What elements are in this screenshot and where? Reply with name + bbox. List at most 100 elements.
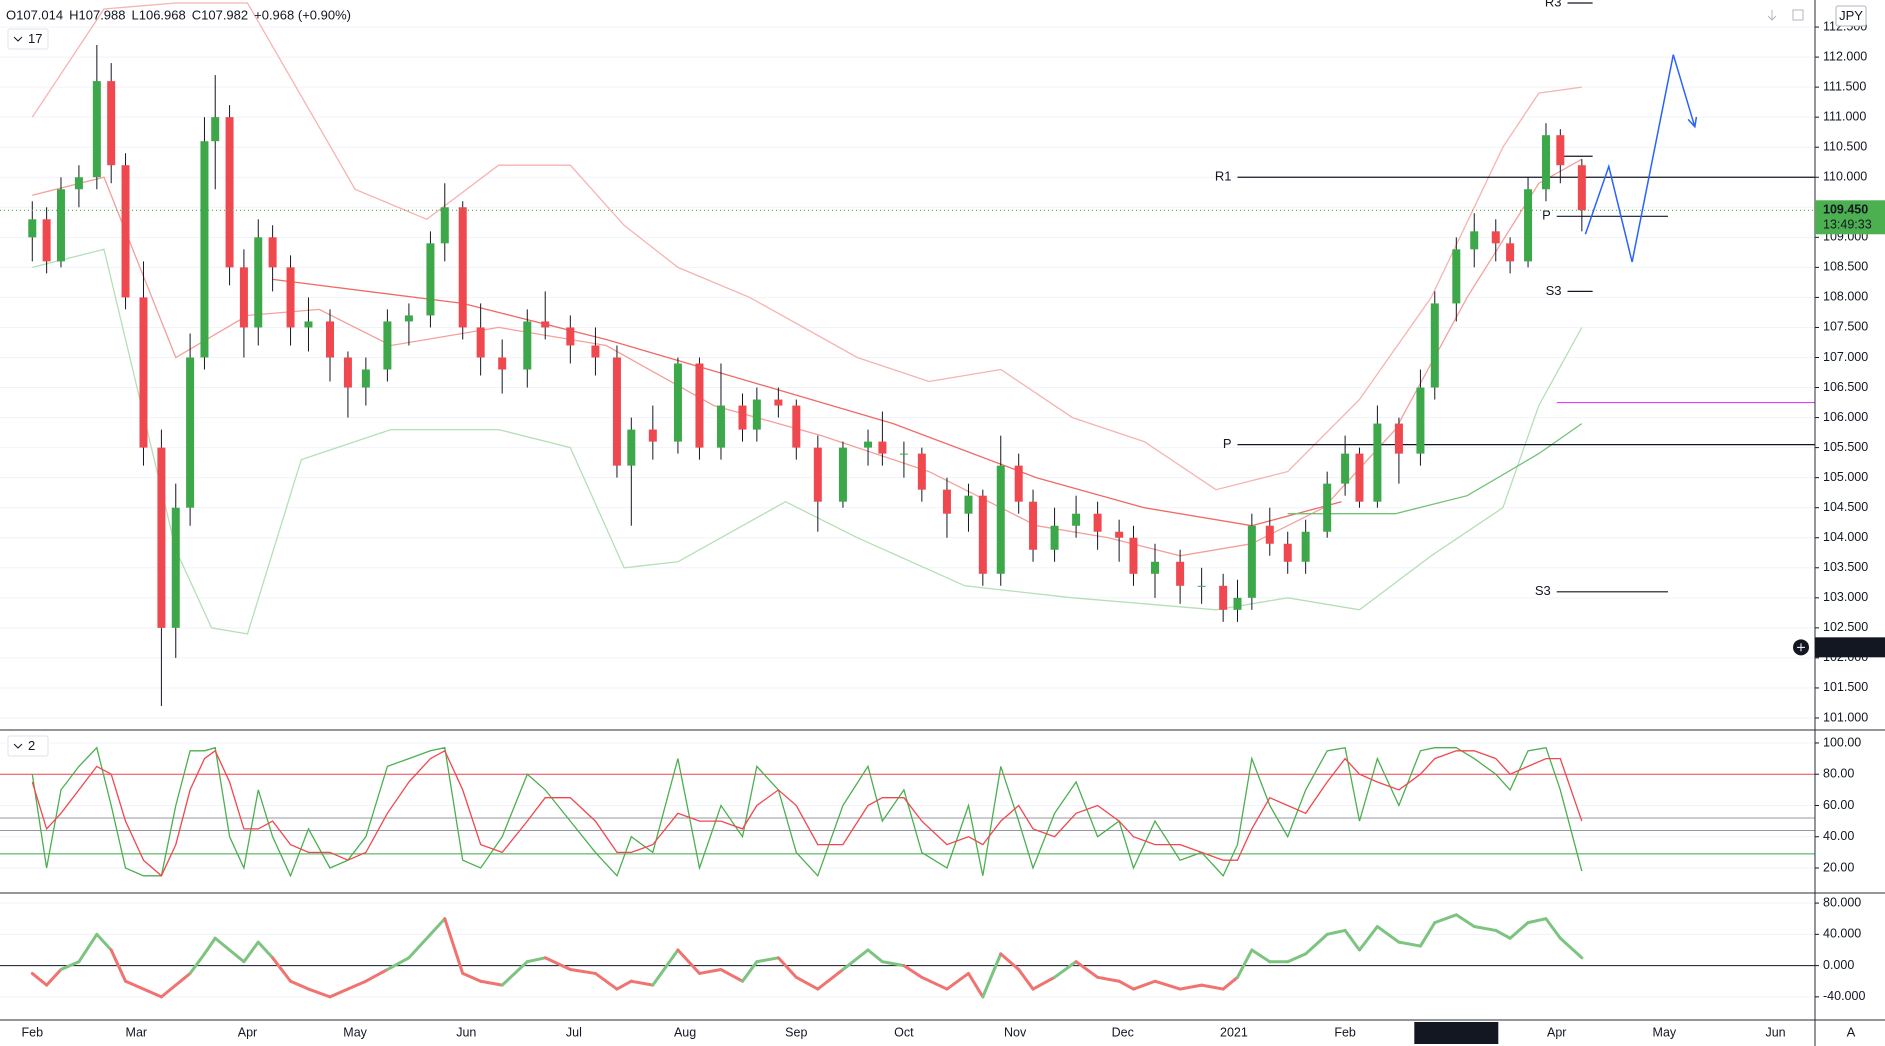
pivot-label: P [1223,436,1232,451]
momentum-segment [880,960,906,968]
x-tick-label: Apr [1547,1025,1566,1039]
candle-body [695,363,704,448]
currency-box[interactable] [1835,5,1867,27]
indicator-badge[interactable] [7,735,49,757]
candle-body [752,399,761,430]
candle-body [899,453,908,455]
momentum-segment [1131,979,1157,991]
momentum-segment [999,952,1021,972]
y-tick-label: 107.500 [1823,320,1868,334]
momentum-segment [1558,936,1584,960]
momentum-segment [242,940,260,964]
candle-body [200,141,209,358]
candle-body [42,219,51,262]
x-tick-label: Apr [238,1025,257,1039]
momentum-segment [271,956,293,983]
candle-body [121,165,130,298]
candle-body [404,315,413,322]
momentum-segment [1494,928,1512,940]
maximize-icon[interactable] [1792,9,1804,21]
indicator-badge[interactable] [7,28,49,50]
momentum-segment [124,979,145,991]
candle-body [1197,585,1206,587]
y-tick-label: 111.000 [1823,109,1866,123]
momentum-segment [188,952,206,975]
candle-body [1115,531,1124,538]
candle-body [28,219,37,238]
candle-body [1373,423,1382,502]
auto-scale-button[interactable]: A [1847,1024,1856,1039]
x-tick-label: Jun [1765,1025,1785,1039]
momentum-segment [407,932,432,960]
candle-body [56,189,65,262]
momentum-segment [346,979,368,991]
candle-body [1394,423,1403,454]
candle-body [426,243,435,316]
scroll-icon[interactable] [1767,10,1777,21]
pivot-label: S3 [1546,283,1562,298]
indicator-line [272,278,1342,527]
candle-body [498,357,507,370]
candle-body [917,453,926,490]
candle-body [225,117,234,268]
y-tick-label: 108.500 [1823,260,1868,274]
candle-body [878,441,887,454]
y-tick-label: 105.500 [1823,440,1868,454]
projection-line [1584,54,1696,263]
momentum-segment [1153,979,1182,991]
momentum-segment [328,987,350,999]
candle-body [268,237,277,268]
x-tick-label: May [343,1025,367,1039]
candle-body [1491,231,1500,244]
momentum-segment [364,968,389,983]
candle-body [978,495,987,574]
candle-body [92,81,101,178]
y-tick-label: 102.500 [1823,620,1868,634]
y-tick-label: 112.000 [1823,49,1867,63]
candle-body [107,81,116,166]
x-tick-label: Oct [894,1025,914,1039]
crosshair-price-label: 102.176 [1823,640,1868,654]
momentum-segment [306,987,332,999]
momentum-segment [1236,948,1254,979]
candle-body [612,357,621,466]
momentum-segment [289,979,310,991]
candle-body [1233,597,1242,610]
candle-body [738,405,747,430]
momentum-segment [1357,925,1379,952]
candle-body [1430,303,1439,388]
momentum-segment [615,979,633,991]
y-tick-label: 104.500 [1823,500,1868,514]
x-tick-label: Sep [785,1025,807,1039]
candle-body [1072,513,1081,526]
x-tick-label: Nov [1004,1025,1027,1039]
momentum-segment [1017,968,1035,991]
crosshair-date-label: 04 Mar '21 [1427,1025,1486,1039]
pivot-label: S3 [1535,583,1551,598]
candle-body [186,357,195,508]
candle-body [648,429,657,442]
currency-label: JPY [1839,8,1863,23]
x-tick-label: Mar [126,1025,148,1039]
candle-body [1093,513,1102,532]
candle-body [361,369,370,388]
momentum-segment [866,948,884,964]
candle-body [1524,189,1533,262]
momentum-segment [697,968,723,975]
countdown-label: 13:49:33 [1823,218,1872,232]
candle-body [1283,543,1292,562]
candle-body [838,447,847,502]
momentum-segment [1031,975,1057,991]
pivot-label: R3 [1545,0,1562,9]
momentum-segment [428,917,447,936]
momentum-segment [676,948,701,975]
momentum-segment [141,987,163,999]
momentum-segment [1433,913,1458,925]
ohlc-value: L106.968 [132,7,186,22]
momentum-segment [461,971,483,983]
candle-body [458,207,467,328]
candle-body [254,237,263,328]
